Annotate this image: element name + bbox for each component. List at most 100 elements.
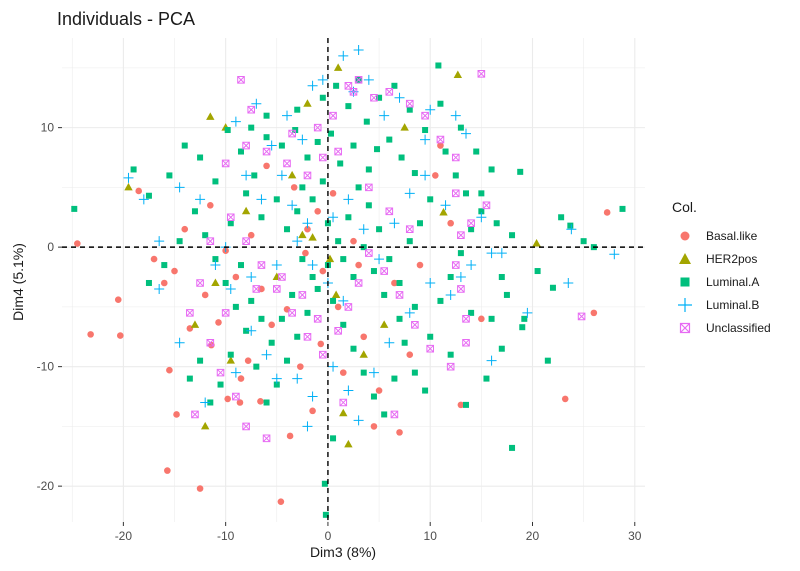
point-luminal-a [299,256,306,263]
point-basal-like [87,331,94,338]
point-luminal-b [461,128,472,139]
point-basal-like [171,267,178,275]
point-luminal-a [314,138,321,145]
point-basal-like [207,202,214,209]
point-luminal-b [200,397,211,408]
legend-label: Luminal.A [706,275,759,289]
point-luminal-a [519,324,526,331]
point-luminal-b [522,307,533,318]
point-unclassified [354,76,363,84]
point-luminal-a [442,148,449,155]
point-luminal-b [307,391,318,402]
point-luminal-a [145,192,152,199]
point-luminal-a [493,220,500,227]
data-points [71,44,626,518]
point-luminal-b [563,277,574,288]
point-luminal-b [271,260,282,271]
point-unclassified [303,332,312,341]
point-luminal-a [268,339,275,346]
point-unclassified [457,231,465,239]
point-her2pos [124,182,133,191]
point-unclassified [206,237,215,245]
point-luminal-b [246,325,257,336]
point-unclassified [365,249,373,257]
point-luminal-a [488,315,495,322]
point-basal-like [196,485,204,492]
point-unclassified [334,147,342,156]
point-her2pos [331,290,341,298]
point-luminal-b [420,170,431,181]
point-unclassified [334,326,342,335]
point-luminal-b [261,349,272,360]
point-luminal-a [447,274,454,281]
point-unclassified [451,153,460,162]
point-basal-like [561,395,569,403]
point-luminal-a [243,327,250,334]
y-tick-label: -10 [37,360,55,374]
point-luminal-a [498,274,505,281]
legend-key-luminal-a [680,277,690,287]
point-unclassified [303,171,312,180]
point-luminal-b [338,295,349,306]
point-luminal-a [437,100,444,107]
point-her2pos [308,233,317,241]
point-luminal-b [394,92,405,103]
point-unclassified [226,213,235,222]
point-luminal-b [379,110,390,121]
point-unclassified [242,141,250,150]
point-unclassified [451,261,460,269]
point-luminal-a [197,357,204,364]
point-unclassified [288,129,296,138]
point-unclassified [426,344,435,353]
point-luminal-a [376,94,383,101]
point-unclassified [221,309,230,317]
point-unclassified [349,87,358,96]
point-luminal-a [191,208,198,215]
point-luminal-b [230,116,241,127]
point-unclassified [196,279,204,287]
point-luminal-a [248,124,255,131]
point-luminal-a [324,220,331,227]
point-unclassified [257,261,266,269]
point-basal-like [74,240,81,247]
point-her2pos [400,123,409,131]
point-luminal-a [473,148,480,155]
point-luminal-a [309,274,316,281]
point-luminal-b [374,254,385,265]
point-luminal-b [276,170,287,181]
point-basal-like [268,321,275,329]
point-luminal-a [365,166,372,173]
point-luminal-b [154,236,165,247]
point-basal-like [406,351,414,358]
point-luminal-b [466,260,477,271]
point-unclassified [232,392,240,401]
point-luminal-a [130,166,137,173]
point-luminal-a [558,214,565,221]
point-her2pos [200,421,210,430]
point-luminal-a [363,118,370,125]
point-luminal-a [166,172,173,179]
point-luminal-b [256,194,267,205]
point-luminal-a [521,315,528,322]
point-luminal-a [370,268,377,275]
point-luminal-a [321,480,328,487]
point-basal-like [314,207,322,215]
point-luminal-b [384,337,395,348]
point-basal-like [447,219,454,227]
point-her2pos [453,70,463,79]
point-luminal-a [284,226,291,233]
point-basal-like [319,267,327,275]
point-unclassified [252,285,261,293]
point-luminal-b [302,421,313,432]
point-luminal-b [476,212,487,223]
point-her2pos [532,239,541,247]
point-luminal-a [237,148,244,155]
x-tick-label: -20 [115,529,133,543]
point-luminal-b [363,74,374,85]
point-her2pos [359,350,368,358]
point-luminal-b [292,236,303,247]
point-luminal-a [278,142,285,149]
point-luminal-a [381,291,388,298]
point-luminal-a [435,62,442,69]
point-luminal-b [455,272,466,283]
